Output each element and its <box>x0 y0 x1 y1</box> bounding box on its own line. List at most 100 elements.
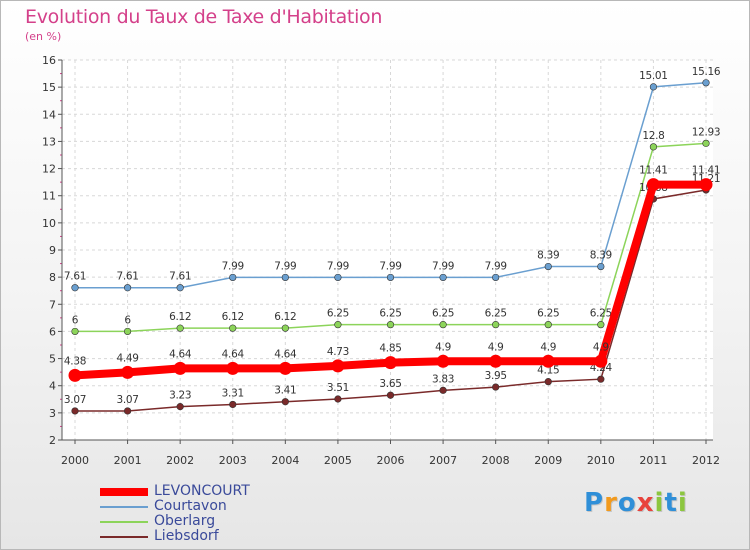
legend-item-levoncourt: LEVONCOURT <box>100 483 320 499</box>
y-tick-label: 4 <box>49 380 56 393</box>
data-label: 6.12 <box>222 311 244 323</box>
data-label: 3.41 <box>274 385 296 397</box>
x-tick-label: 2011 <box>639 454 667 467</box>
logo-letter: P <box>584 488 605 518</box>
data-label: 8.39 <box>537 250 559 262</box>
data-point <box>699 178 713 192</box>
data-label: 3.23 <box>169 390 191 402</box>
data-point <box>334 273 342 282</box>
data-label: 8.39 <box>590 250 612 262</box>
data-label: 3.51 <box>327 382 349 394</box>
data-point <box>541 354 555 368</box>
data-point <box>544 262 552 271</box>
data-label: 4.9 <box>593 341 609 353</box>
data-point <box>123 284 132 292</box>
data-point <box>597 375 605 383</box>
data-point <box>278 361 292 375</box>
y-tick-label: 7 <box>49 298 56 311</box>
y-tick-label: 13 <box>42 135 56 148</box>
y-tick-label: 11 <box>42 190 56 203</box>
data-point <box>123 407 132 415</box>
data-label: 6.12 <box>169 311 191 323</box>
legend-label: Courtavon <box>154 498 227 514</box>
x-tick-label: 2005 <box>324 454 352 467</box>
y-tick-label: 2 <box>49 434 56 447</box>
data-label: 15.16 <box>692 66 721 78</box>
data-label: 11.41 <box>692 165 721 177</box>
logo-letter: t <box>664 488 678 518</box>
x-tick-label: 2006 <box>377 454 405 467</box>
data-label: 3.83 <box>432 373 454 385</box>
x-tick-label: 2007 <box>429 454 457 467</box>
legend-label: LEVONCOURT <box>154 483 250 499</box>
data-point <box>334 395 342 403</box>
x-tick-label: 2002 <box>166 454 194 467</box>
logo-letter: x <box>636 488 655 518</box>
data-point <box>597 262 605 271</box>
data-point <box>489 354 503 368</box>
data-point <box>71 407 79 415</box>
data-point <box>229 273 237 282</box>
y-tick-label: 14 <box>42 108 56 121</box>
y-tick-label: 6 <box>49 325 56 338</box>
y-tick-label: 15 <box>42 81 56 94</box>
data-point <box>436 354 450 368</box>
logo-letter: i <box>677 488 688 518</box>
data-point <box>386 273 395 282</box>
data-label: 6.12 <box>274 311 296 323</box>
data-label: 7.61 <box>116 271 138 283</box>
data-point <box>176 284 184 292</box>
data-label: 11.41 <box>639 165 668 177</box>
y-tick-label: 3 <box>49 407 56 420</box>
data-label: 7.99 <box>222 260 244 272</box>
data-point <box>649 143 658 151</box>
data-label: 6.25 <box>327 308 349 320</box>
data-label: 3.07 <box>116 394 138 406</box>
data-point <box>439 273 447 282</box>
data-label: 4.64 <box>274 348 297 360</box>
data-point <box>176 324 184 332</box>
data-point <box>281 324 289 332</box>
data-point <box>702 139 710 147</box>
data-point <box>176 403 184 411</box>
x-tick-label: 2003 <box>219 454 247 467</box>
y-tick-label: 8 <box>49 271 56 284</box>
chart-subtitle: (en %) <box>25 30 62 43</box>
data-point <box>281 398 289 406</box>
data-point <box>597 321 605 329</box>
data-label: 7.99 <box>379 260 401 272</box>
data-point <box>594 354 608 368</box>
legend-item-oberlarg: Oberlarg <box>100 513 320 529</box>
data-point <box>334 321 342 329</box>
data-label: 3.31 <box>222 387 244 399</box>
legend-swatch <box>100 488 148 496</box>
data-label: 4.15 <box>537 365 559 377</box>
data-point <box>173 361 187 375</box>
legend-label: Oberlarg <box>154 513 216 529</box>
y-tick-label: 9 <box>49 244 56 257</box>
data-label: 7.61 <box>169 271 191 283</box>
data-label: 4.9 <box>435 341 451 353</box>
data-point <box>386 321 395 329</box>
data-point <box>384 356 397 370</box>
data-point <box>544 378 552 386</box>
data-label: 3.95 <box>485 370 507 382</box>
data-label: 7.99 <box>274 260 296 272</box>
data-point <box>281 273 289 282</box>
data-point <box>646 178 660 192</box>
data-point <box>702 79 710 87</box>
data-label: 7.99 <box>432 260 454 272</box>
proxiti-logo: Proxiti <box>584 488 688 518</box>
data-label: 7.61 <box>64 271 86 283</box>
data-label: 4.64 <box>222 348 245 360</box>
legend-swatch <box>100 521 148 523</box>
x-tick-label: 2012 <box>692 454 720 467</box>
legend-swatch <box>100 536 148 538</box>
logo-letter: i <box>654 488 665 518</box>
data-point <box>68 368 82 382</box>
data-point <box>386 391 395 399</box>
data-point <box>492 383 500 391</box>
y-tick-label: 12 <box>42 163 56 176</box>
data-label: 4.9 <box>488 341 504 353</box>
legend-label: Liebsdorf <box>154 528 219 544</box>
